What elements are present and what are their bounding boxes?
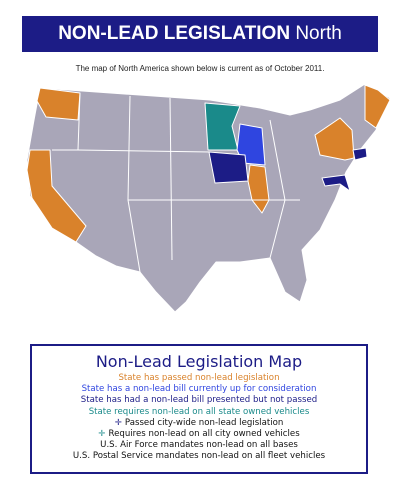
legend: Non-Lead Legislation Map State has passe… (30, 344, 368, 474)
header-title: NON-LEAD LEGISLATION (58, 23, 291, 44)
legend-label: Requires non-lead on all city owned vehi… (108, 429, 300, 440)
legend-title: Non-Lead Legislation Map (95, 352, 303, 371)
cross-icon: ✛ (114, 417, 122, 428)
iowa (208, 151, 249, 184)
legend-item: ✛ Passed city-wide non-lead legislation (32, 418, 366, 429)
california (26, 149, 87, 243)
illinois (247, 164, 270, 214)
cross-icon: ✛ (98, 429, 106, 440)
legend-item: State has a non-lead bill currently up f… (81, 384, 317, 395)
legend-item: State has had a non-lead bill presented … (80, 395, 318, 406)
legend-item: State requires non-lead on all state own… (88, 406, 310, 417)
new-york (314, 117, 355, 161)
state-border (77, 149, 211, 153)
us-outline (26, 83, 391, 313)
connecticut (352, 147, 368, 161)
washington (36, 87, 81, 121)
maryland (321, 174, 351, 192)
header-region: North America (165, 23, 342, 80)
us-map (26, 83, 391, 313)
legend-item: U.S. Air Force mandates non-lead on all … (100, 440, 298, 451)
legend-item: State has passed non-lead legislation (118, 373, 280, 383)
maine (364, 84, 391, 129)
legend-label: Passed city-wide non-lead legislation (124, 417, 284, 428)
minnesota (204, 102, 241, 151)
state-border (269, 119, 286, 259)
header: NON-LEAD LEGISLATION North America (22, 16, 378, 80)
state-border (169, 97, 173, 261)
legend-item: ✛ Requires non-lead on all city owned veh… (32, 429, 366, 440)
caption: The map of North America shown below is … (75, 64, 325, 73)
legend-item: U.S. Postal Service mandates non-lead on… (72, 451, 326, 462)
